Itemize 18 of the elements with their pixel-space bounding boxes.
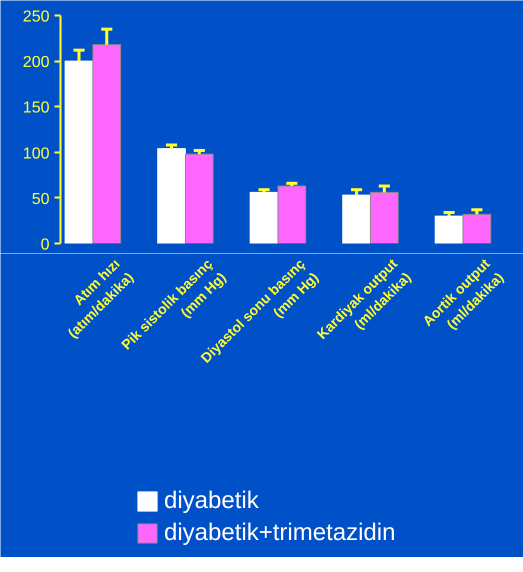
legend-label: diyabetik xyxy=(164,487,259,515)
bar xyxy=(434,216,464,244)
bar xyxy=(92,44,122,244)
bar xyxy=(64,60,94,244)
y-tick-label: 0 xyxy=(40,236,50,254)
bar xyxy=(250,192,278,244)
bar xyxy=(342,194,371,244)
bar xyxy=(184,154,214,244)
y-tick-label: 150 xyxy=(22,100,50,117)
bar xyxy=(157,148,186,244)
bar xyxy=(370,192,399,244)
y-tick-label: 100 xyxy=(22,145,50,162)
y-tick-label: 200 xyxy=(22,54,50,72)
legend-label: diyabetik+trimetazidin xyxy=(164,519,396,547)
bar xyxy=(462,214,492,244)
bar xyxy=(277,186,306,244)
y-tick-label: 50 xyxy=(32,190,50,208)
y-tick-label: 250 xyxy=(22,8,50,26)
